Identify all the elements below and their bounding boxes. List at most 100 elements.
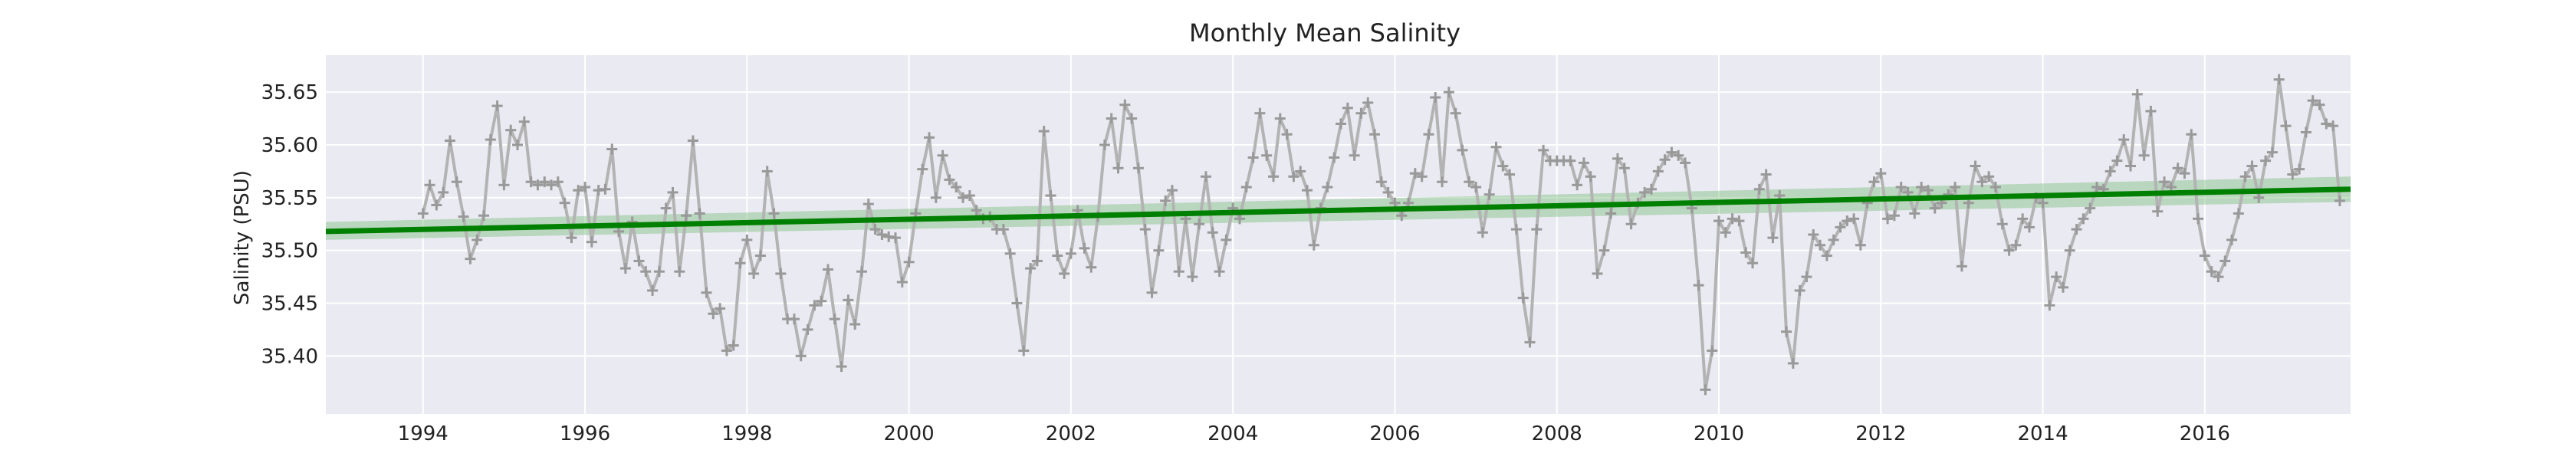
data-point-marker bbox=[971, 205, 982, 216]
data-point-marker bbox=[1497, 160, 1509, 172]
data-point-marker bbox=[2266, 146, 2278, 158]
data-point-marker bbox=[2246, 160, 2258, 172]
data-point-marker bbox=[2213, 271, 2224, 283]
data-point-marker bbox=[1714, 215, 1725, 227]
data-point-marker bbox=[2003, 245, 2015, 256]
data-point-marker bbox=[1409, 168, 1421, 179]
salinity-series-layer bbox=[417, 74, 2345, 396]
data-point-marker bbox=[2334, 195, 2345, 206]
data-point-marker bbox=[478, 210, 489, 222]
data-point-marker bbox=[1065, 248, 1076, 259]
data-point-marker bbox=[1990, 182, 2001, 193]
data-point-marker bbox=[768, 208, 780, 219]
data-point-marker bbox=[1234, 213, 1245, 225]
data-point-marker bbox=[2239, 171, 2251, 182]
data-point-marker bbox=[1517, 292, 1529, 304]
data-point-marker bbox=[1801, 271, 1812, 283]
data-point-marker bbox=[2010, 239, 2022, 251]
data-point-marker bbox=[2078, 213, 2089, 225]
data-point-marker bbox=[566, 232, 577, 244]
data-point-marker bbox=[491, 100, 503, 112]
data-point-marker bbox=[2253, 192, 2265, 203]
data-point-marker bbox=[903, 256, 915, 268]
data-point-marker bbox=[694, 208, 705, 219]
data-point-marker bbox=[2051, 271, 2062, 283]
data-point-marker bbox=[1585, 171, 1596, 182]
data-point-marker bbox=[1214, 266, 1225, 278]
data-point-marker bbox=[997, 224, 1009, 235]
data-point-marker bbox=[1970, 160, 1981, 172]
data-point-marker bbox=[1336, 118, 1347, 130]
data-point-marker bbox=[1221, 234, 1232, 245]
data-point-marker bbox=[1254, 107, 1266, 119]
data-point-marker bbox=[2172, 163, 2183, 174]
data-point-marker bbox=[890, 232, 902, 244]
data-point-marker bbox=[1106, 113, 1117, 124]
data-point-marker bbox=[1888, 210, 1900, 222]
data-point-marker bbox=[721, 345, 732, 356]
data-point-marker bbox=[1747, 258, 1759, 269]
data-point-marker bbox=[1166, 185, 1178, 196]
data-point-marker bbox=[2220, 255, 2231, 267]
data-point-marker bbox=[896, 276, 908, 288]
data-point-marker bbox=[1612, 153, 1623, 164]
data-point-marker bbox=[633, 255, 645, 267]
data-point-marker bbox=[2206, 266, 2217, 278]
data-point-marker bbox=[761, 166, 773, 177]
data-point-marker bbox=[1753, 183, 1765, 195]
data-point-marker bbox=[816, 295, 827, 307]
data-point-marker bbox=[2017, 213, 2029, 225]
data-point-marker bbox=[802, 324, 813, 335]
data-point-marker bbox=[1045, 190, 1056, 202]
data-point-marker bbox=[958, 192, 969, 203]
data-point-marker bbox=[2179, 168, 2190, 179]
data-point-marker bbox=[2118, 134, 2130, 146]
data-point-marker bbox=[2071, 224, 2082, 235]
data-point-marker bbox=[2104, 166, 2116, 177]
data-point-marker bbox=[2300, 127, 2312, 138]
data-point-marker bbox=[795, 350, 807, 362]
data-point-marker bbox=[1794, 284, 1806, 296]
data-point-marker bbox=[1200, 171, 1211, 182]
data-point-marker bbox=[431, 199, 442, 211]
data-point-marker bbox=[843, 294, 854, 306]
data-point-marker bbox=[1740, 247, 1752, 258]
data-point-marker bbox=[1625, 219, 1637, 230]
data-point-marker bbox=[451, 176, 462, 188]
data-point-marker bbox=[863, 199, 874, 210]
data-point-marker bbox=[2233, 208, 2244, 219]
x-tick-label: 1998 bbox=[721, 422, 772, 445]
data-point-marker bbox=[1922, 185, 1934, 196]
data-point-marker bbox=[2085, 202, 2096, 214]
data-point-marker bbox=[1119, 99, 1131, 110]
data-point-marker bbox=[836, 361, 847, 373]
data-point-marker bbox=[2064, 245, 2075, 256]
data-point-marker bbox=[1531, 224, 1543, 235]
data-point-marker bbox=[505, 124, 517, 136]
data-point-marker bbox=[1274, 113, 1286, 124]
data-point-marker bbox=[829, 314, 840, 325]
data-point-marker bbox=[417, 208, 429, 219]
data-point-marker bbox=[951, 182, 962, 193]
data-point-marker bbox=[1490, 141, 1502, 153]
data-point-marker bbox=[1950, 182, 1961, 193]
data-point-marker bbox=[1572, 179, 1583, 191]
data-point-marker bbox=[2145, 105, 2157, 117]
data-point-marker bbox=[525, 176, 537, 188]
data-point-marker bbox=[917, 163, 928, 175]
data-point-marker bbox=[1868, 176, 1880, 188]
data-point-marker bbox=[1160, 195, 1171, 206]
data-point-marker bbox=[1011, 297, 1023, 309]
data-point-marker bbox=[741, 234, 753, 245]
data-point-marker bbox=[1882, 213, 1894, 225]
data-point-marker bbox=[1281, 129, 1293, 140]
data-point-marker bbox=[1815, 239, 1826, 251]
y-tick-label: 35.40 bbox=[261, 345, 318, 368]
data-point-marker bbox=[2057, 281, 2068, 293]
data-point-marker bbox=[472, 234, 483, 245]
data-point-marker bbox=[1031, 255, 1043, 267]
data-point-marker bbox=[681, 210, 692, 222]
data-point-marker bbox=[1720, 227, 1731, 238]
data-point-marker bbox=[1666, 146, 1677, 158]
